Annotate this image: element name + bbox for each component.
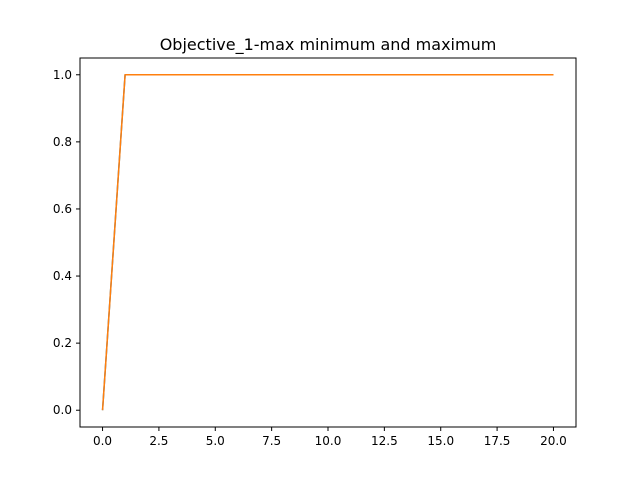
- x-axis: 0.0 2.5 5.0 7.5 10.0 12.5 15.0 17.5 20.0: [93, 427, 567, 448]
- y-tick-label: 1.0: [53, 68, 72, 82]
- x-tick-label: 7.5: [262, 434, 281, 448]
- x-tick-label: 17.5: [484, 434, 511, 448]
- x-tick-label: 10.0: [315, 434, 342, 448]
- y-tick-label: 0.2: [53, 336, 72, 350]
- x-tick-label: 20.0: [540, 434, 567, 448]
- y-tick-label: 0.6: [53, 202, 72, 216]
- y-axis: 0.0 0.2 0.4 0.6 0.8 1.0: [53, 68, 80, 417]
- series-line-1: [101, 74, 554, 411]
- y-tick-label: 0.4: [53, 269, 72, 283]
- x-tick-label: 2.5: [149, 434, 168, 448]
- plot-series: [101, 74, 554, 411]
- chart-title: Objective_1-max minimum and maximum: [160, 35, 497, 55]
- y-tick-label: 0.0: [53, 403, 72, 417]
- y-tick-label: 0.8: [53, 135, 72, 149]
- x-tick-label: 5.0: [206, 434, 225, 448]
- x-tick-label: 15.0: [427, 434, 454, 448]
- plot-frame: [79, 57, 577, 428]
- x-tick-label: 0.0: [93, 434, 112, 448]
- x-tick-label: 12.5: [371, 434, 398, 448]
- series-line-2: [101, 74, 554, 411]
